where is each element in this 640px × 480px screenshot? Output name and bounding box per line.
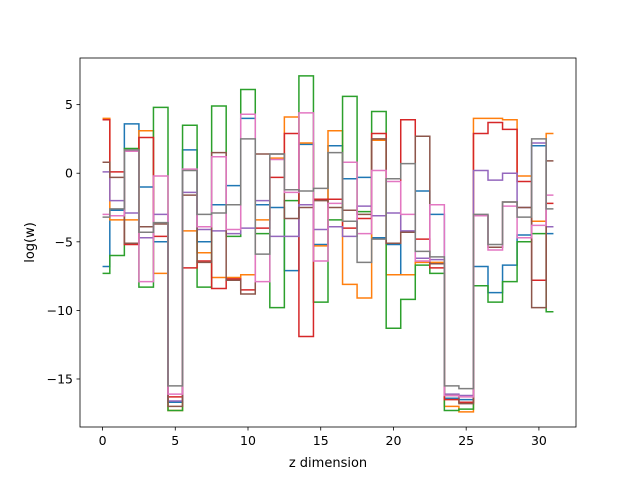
- y-tick-label: −10: [47, 303, 73, 318]
- y-tick-label: −5: [55, 234, 73, 249]
- x-axis: 0 5 10 15 20 25 30: [99, 427, 547, 448]
- y-tick-label: 5: [65, 97, 73, 112]
- x-tick-label: 25: [458, 433, 474, 448]
- x-tick-label: 0: [99, 433, 107, 448]
- y-axis: 5 0 −5 −10 −15: [47, 97, 80, 386]
- series-line-8: [102, 138, 554, 390]
- x-tick-label: 20: [386, 433, 402, 448]
- x-tick-label: 30: [531, 433, 547, 448]
- series-line-4: [102, 118, 554, 404]
- x-tick-label: 5: [171, 433, 179, 448]
- y-tick-label: −15: [47, 371, 73, 386]
- x-tick-label: 10: [240, 433, 256, 448]
- y-axis-label: log(w): [23, 222, 38, 263]
- series-line-7: [102, 112, 554, 398]
- series-layer: [102, 75, 554, 413]
- x-axis-label: z dimension: [289, 456, 367, 471]
- y-tick-label: 0: [65, 166, 73, 181]
- plot-frame: [79, 57, 577, 428]
- x-tick-label: 15: [313, 433, 329, 448]
